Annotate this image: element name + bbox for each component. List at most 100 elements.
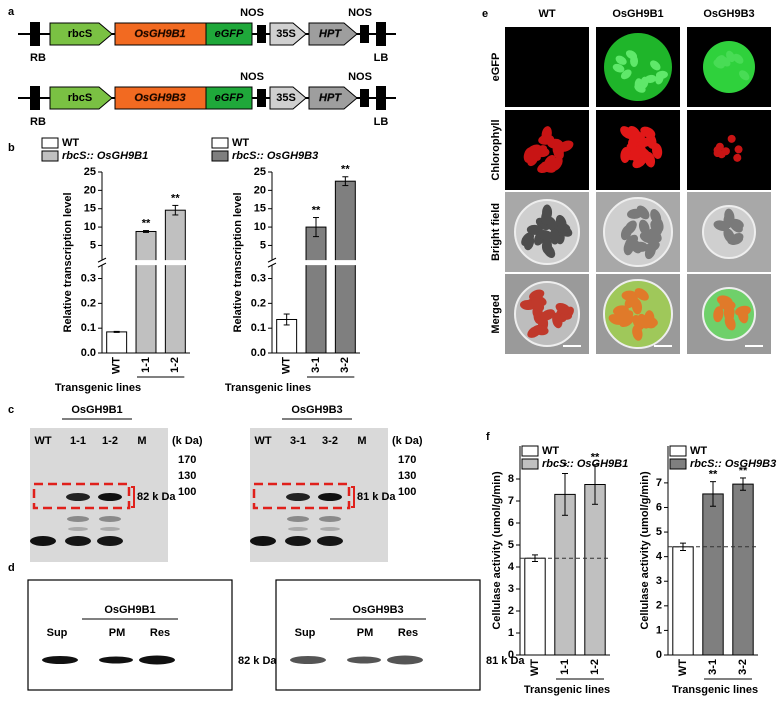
marker-label: 130 <box>178 470 196 482</box>
part-label: eGFP <box>215 92 244 104</box>
chloroplast <box>640 317 657 329</box>
border-label: LB <box>374 52 389 64</box>
bar <box>135 230 157 354</box>
legend-label: rbcS:: OsGH9B3 <box>232 150 318 162</box>
y-tick-label: 0.3 <box>81 272 96 284</box>
border-box <box>376 22 386 46</box>
marker-label: 170 <box>178 454 196 466</box>
promoter-arrow <box>269 22 307 46</box>
chloroplast <box>646 133 657 149</box>
x-tick-label: 1-1 <box>559 659 571 675</box>
x-tick-label: WT <box>111 357 123 374</box>
legend-swatch <box>669 458 687 470</box>
chloroplast <box>540 309 556 321</box>
chloroplast <box>715 142 724 151</box>
blot-title: OsGH9B3 <box>352 604 403 616</box>
chloroplast <box>644 243 656 260</box>
gfp-speckle <box>650 60 661 71</box>
legend-swatch <box>41 137 59 149</box>
bar <box>305 226 327 354</box>
x-axis-label: Transgenic lines <box>225 382 311 394</box>
band-size-label: 81 k Da <box>357 491 396 503</box>
promoter-arrow <box>49 86 113 110</box>
x-tick-label: WT <box>281 357 293 374</box>
y-tick-label: 10 <box>254 221 266 233</box>
y-tick-label: 0.1 <box>81 322 96 334</box>
legend-swatch <box>521 445 539 457</box>
chloroplast <box>624 220 637 235</box>
lane-label: WT <box>34 435 51 447</box>
part-label: 35S <box>276 28 296 40</box>
chloroplast <box>733 153 742 162</box>
lane-label: WT <box>254 435 271 447</box>
protein-band <box>347 656 381 664</box>
y-tick-label: 0 <box>508 649 514 661</box>
chloroplast <box>650 220 663 235</box>
y-tick-label: 5 <box>260 239 266 251</box>
legend-swatch <box>211 137 229 149</box>
y-tick-label: 0.3 <box>251 272 266 284</box>
row-header: Merged <box>490 294 502 333</box>
bar <box>702 493 724 656</box>
y-tick-label: 2 <box>656 600 662 612</box>
bar <box>732 483 754 656</box>
y-tick-label: 3 <box>656 575 662 587</box>
protein-band <box>30 536 56 546</box>
legend-label: WT <box>690 445 707 457</box>
fraction-label: PM <box>357 627 374 639</box>
legend-swatch <box>41 150 59 162</box>
axis-break-gap <box>96 260 192 266</box>
border-box <box>376 86 386 110</box>
marker-unit: (k Da) <box>172 435 203 447</box>
gfp-speckle <box>739 70 750 81</box>
y-axis-label: Relative transcription level <box>232 193 244 333</box>
protein-band <box>66 493 90 501</box>
y-tick-label: 8 <box>508 473 514 485</box>
protein-band <box>99 516 121 522</box>
marker-unit: (k Da) <box>392 435 423 447</box>
bar <box>524 557 546 656</box>
panel-label: e <box>482 8 488 20</box>
border-label: RB <box>30 52 46 64</box>
fraction-label: Res <box>150 627 170 639</box>
gfp-speckle <box>620 69 632 80</box>
lane-label: 3-2 <box>322 435 338 447</box>
marker-label: 170 <box>398 454 416 466</box>
protein-band <box>387 655 423 665</box>
chloroplast <box>529 289 545 301</box>
marker-label: 100 <box>398 486 416 498</box>
chloroplast <box>555 302 571 315</box>
x-tick-label: 3-2 <box>737 659 749 675</box>
promoter-arrow <box>269 86 307 110</box>
bar <box>334 180 356 354</box>
blot-title: OsGH9B1 <box>71 404 122 416</box>
protein-band <box>317 536 343 546</box>
part-label: OsGH9B1 <box>134 28 185 40</box>
chloroplast <box>555 214 567 231</box>
part-label: rbcS <box>68 92 92 104</box>
row-header: Bright field <box>490 203 502 261</box>
y-tick-label: 10 <box>84 221 96 233</box>
x-axis-label: Transgenic lines <box>524 684 610 696</box>
x-tick-label: 3-1 <box>707 659 719 675</box>
axis-break-gap <box>266 260 362 266</box>
protein-band <box>68 527 88 531</box>
protein-band <box>286 493 310 501</box>
gfp-speckle <box>615 55 627 65</box>
legend-label: WT <box>62 137 79 149</box>
lane-label: M <box>357 435 366 447</box>
bar <box>164 209 186 354</box>
band-size-label: 81 k Da <box>486 655 525 667</box>
lane-label: M <box>137 435 146 447</box>
y-tick-label: 4 <box>508 561 515 573</box>
band-size-label: 82 k Da <box>137 491 176 503</box>
y-tick-label: 0 <box>656 649 662 661</box>
chloroplast <box>627 125 641 140</box>
significance-label: ** <box>312 204 321 216</box>
legend-swatch <box>211 150 229 162</box>
y-tick-label: 7 <box>508 495 514 507</box>
y-tick-label: 2 <box>508 605 514 617</box>
part-label: OsGH9B3 <box>134 92 185 104</box>
x-tick-label: 1-2 <box>169 357 181 373</box>
y-tick-label: 4 <box>656 551 663 563</box>
